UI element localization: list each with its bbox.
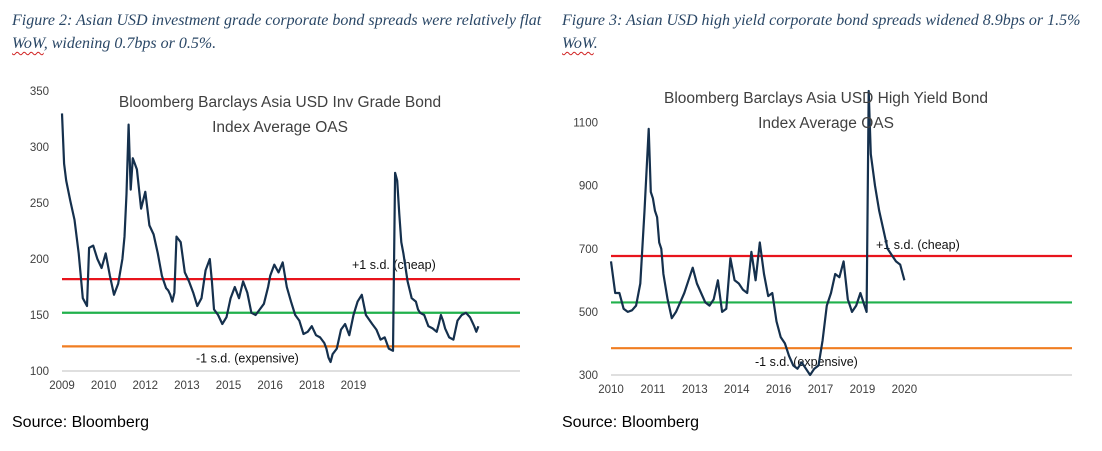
ig-y-tick-label: 350 [30, 86, 49, 98]
hy-y-tick-label: 1100 [573, 118, 598, 130]
hy-reference-label: -1 s.d. (expensive) [755, 355, 858, 369]
right-caption-text: Figure 3: Asian USD high yield corporate… [562, 12, 1081, 29]
hy-x-tick-label: 2014 [724, 384, 750, 396]
hy-x-tick-label: 2017 [808, 384, 834, 396]
hy-x-tick-label: 2013 [682, 384, 708, 396]
right-caption-tail: . [593, 35, 598, 52]
hy-x-tick-label: 2020 [892, 384, 918, 396]
hy-x-tick-label: 2019 [850, 384, 876, 396]
left-source: Source: Bloomberg [12, 414, 149, 431]
ig-x-tick-label: 2010 [91, 380, 117, 392]
left-caption-text: Figure 2: Asian USD investment grade cor… [12, 12, 542, 29]
right-caption: Figure 3: Asian USD high yield corporate… [562, 9, 1092, 55]
left-caption-wow: WoW [12, 35, 44, 52]
ig-x-tick-label: 2009 [49, 380, 75, 392]
hy-x-tick-label: 2011 [641, 384, 666, 396]
ig-y-tick-label: 250 [30, 198, 49, 210]
ig-chart-title: Bloomberg Barclays Asia USD Inv Grade Bo… [119, 94, 441, 111]
hy-x-tick-label: 2010 [598, 384, 624, 396]
right-caption-wow: WoW [562, 35, 594, 52]
ig-x-tick-label: 2019 [341, 380, 367, 392]
left-caption-tail: , widening 0.7bps or 0.5%. [43, 35, 217, 52]
ig-reference-label: -1 s.d. (expensive) [196, 351, 299, 365]
hy-x-tick-label: 2016 [766, 384, 792, 396]
hy-y-tick-label: 900 [579, 181, 598, 193]
ig-y-tick-label: 300 [30, 142, 49, 154]
ig-series-line [60, 113, 480, 364]
left-caption: Figure 2: Asian USD investment grade cor… [12, 9, 542, 55]
hy-y-tick-label: 700 [579, 244, 598, 256]
ig-x-tick-label: 2013 [174, 380, 200, 392]
right-source: Source: Bloomberg [562, 414, 699, 431]
ig-x-tick-label: 2016 [257, 380, 283, 392]
hy-y-tick-label: 500 [579, 307, 598, 319]
hy-y-tick-label: 300 [579, 370, 598, 382]
ig-chart-title: Index Average OAS [212, 119, 348, 136]
ig-x-tick-label: 2018 [299, 380, 325, 392]
hy-reference-label: +1 s.d. (cheap) [876, 238, 960, 252]
hy-series-line [609, 89, 906, 377]
hy-chart-title: Index Average OAS [758, 115, 894, 132]
ig-x-tick-label: 2012 [132, 380, 158, 392]
hy-chart-title: Bloomberg Barclays Asia USD High Yield B… [664, 90, 988, 107]
ig-x-tick-label: 2015 [216, 380, 242, 392]
ig-y-tick-label: 200 [30, 254, 49, 266]
ig-y-tick-label: 100 [30, 366, 49, 378]
ig-y-tick-label: 150 [30, 310, 49, 322]
